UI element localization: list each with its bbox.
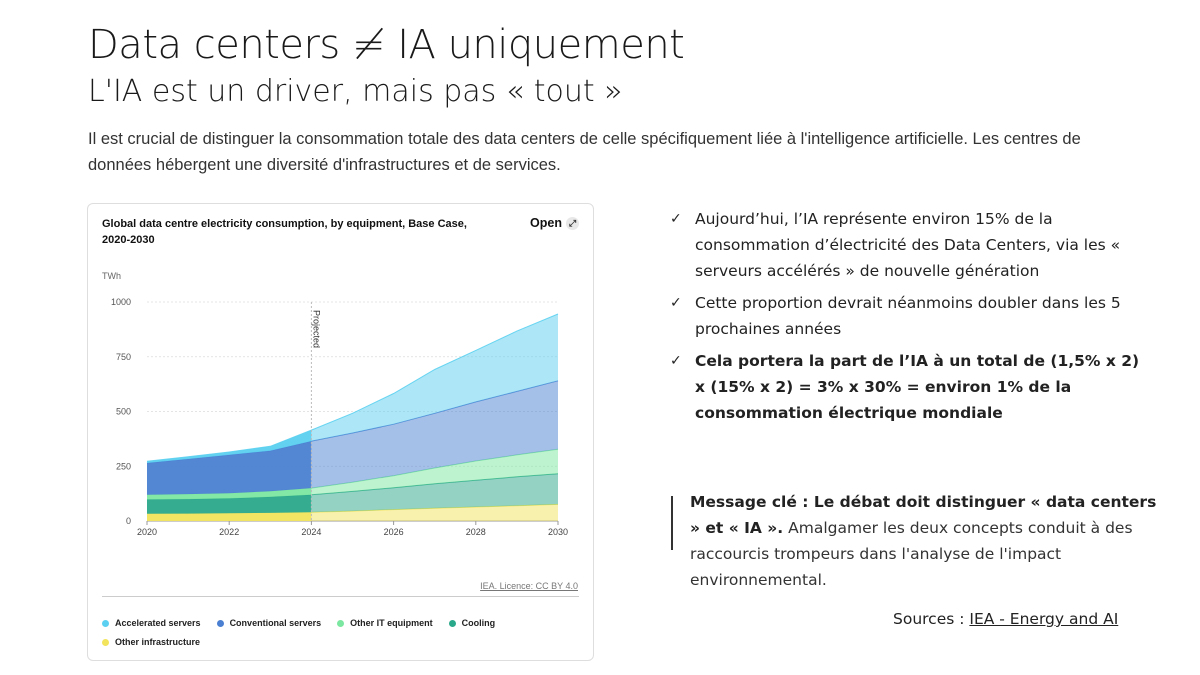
chart-card-title: Global data centre electricity consumpti…: [102, 218, 467, 246]
bullet-text: Cela portera la part de l’IA à un total …: [695, 352, 1140, 422]
bullet-list: ✓ Aujourd’hui, l’IA représente environ 1…: [670, 206, 1140, 432]
open-chart-button[interactable]: Open ⤢: [530, 216, 579, 230]
y-tick-label: 750: [116, 352, 131, 362]
legend-item[interactable]: Other infrastructure: [102, 637, 200, 647]
divider: [102, 596, 579, 597]
area-series: [147, 488, 312, 500]
bullet-item: ✓ Cela portera la part de l’IA à un tota…: [670, 348, 1140, 426]
x-tick-label: 2020: [137, 527, 157, 537]
area-series-projected: [311, 314, 558, 442]
slide-title: Data centers ≠ IA uniquement: [88, 22, 685, 68]
y-tick-label: 500: [116, 407, 131, 417]
area-series-projected: [311, 380, 558, 489]
legend-label: Conventional servers: [229, 618, 322, 628]
bullet-text: Cette proportion devrait néanmoins doubl…: [695, 294, 1121, 338]
chart-card: Global data centre electricity consumpti…: [87, 203, 594, 661]
intro-paragraph: Il est crucial de distinguer la consomma…: [88, 130, 1081, 174]
check-icon: ✓: [670, 211, 682, 227]
projected-label: Projected: [311, 310, 321, 348]
legend-swatch: [448, 619, 456, 627]
open-label: Open: [530, 216, 562, 230]
legend-item[interactable]: Conventional servers: [216, 618, 322, 628]
x-tick-label: 2026: [384, 527, 404, 537]
y-tick-label: 1000: [111, 297, 131, 307]
chart-legend: Accelerated servers Conventional servers O…: [102, 618, 572, 656]
legend-label: Cooling: [461, 618, 496, 628]
licence-link[interactable]: IEA. Licence: CC BY 4.0: [480, 581, 578, 591]
sources-link[interactable]: IEA - Energy and AI: [969, 610, 1119, 628]
legend-item[interactable]: Accelerated servers: [102, 618, 201, 628]
quote-bar: [671, 496, 673, 550]
x-tick-label: 2024: [301, 527, 321, 537]
legend-swatch: [337, 619, 345, 627]
area-series-projected: [311, 473, 558, 513]
key-message: Message clé : Le débat doit distinguer «…: [690, 489, 1170, 593]
bullet-item: ✓ Aujourd’hui, l’IA représente environ 1…: [670, 206, 1140, 284]
sources-prefix: Sources :: [893, 610, 970, 628]
x-tick-label: 2022: [219, 527, 239, 537]
legend-label: Other IT equipment: [350, 618, 433, 628]
legend-label: Accelerated servers: [115, 618, 201, 628]
legend-swatch: [102, 638, 109, 646]
area-series: [147, 441, 312, 495]
y-tick-label: 0: [126, 516, 131, 526]
key-message-body: Amalgamer les deux concepts conduit à de…: [690, 519, 1133, 589]
slide-subtitle: L'IA est un driver, mais pas « tout »: [88, 74, 623, 109]
check-icon: ✓: [670, 295, 682, 311]
area-series: [147, 512, 312, 521]
key-message-label: Message clé : Le débat doit distinguer «…: [690, 493, 1157, 537]
bullet-item: ✓ Cette proportion devrait néanmoins dou…: [670, 290, 1140, 342]
x-tick-label: 2028: [466, 527, 486, 537]
expand-arrow-icon: ⤢: [566, 216, 579, 230]
legend-label: Other infrastructure: [115, 637, 201, 647]
sources-line: Sources : IEA - Energy and AI: [893, 610, 1118, 628]
area-series-projected: [311, 449, 558, 495]
y-tick-label: 250: [116, 461, 131, 471]
check-icon: ✓: [670, 353, 682, 369]
series-line: [146, 313, 559, 462]
legend-swatch: [216, 619, 224, 627]
y-axis-unit: TWh: [102, 271, 121, 281]
area-chart: TWh 0 250 500 750 1000 Projected 2020 2022 2024 20…: [102, 271, 568, 537]
legend-item[interactable]: Other IT equipment: [337, 618, 433, 628]
area-series-projected: [311, 504, 558, 521]
legend-item[interactable]: Cooling: [448, 618, 496, 628]
bullet-text: Aujourd’hui, l’IA représente environ 15%…: [695, 210, 1121, 280]
legend-swatch: [102, 619, 109, 627]
x-tick-label: 2030: [548, 527, 568, 537]
